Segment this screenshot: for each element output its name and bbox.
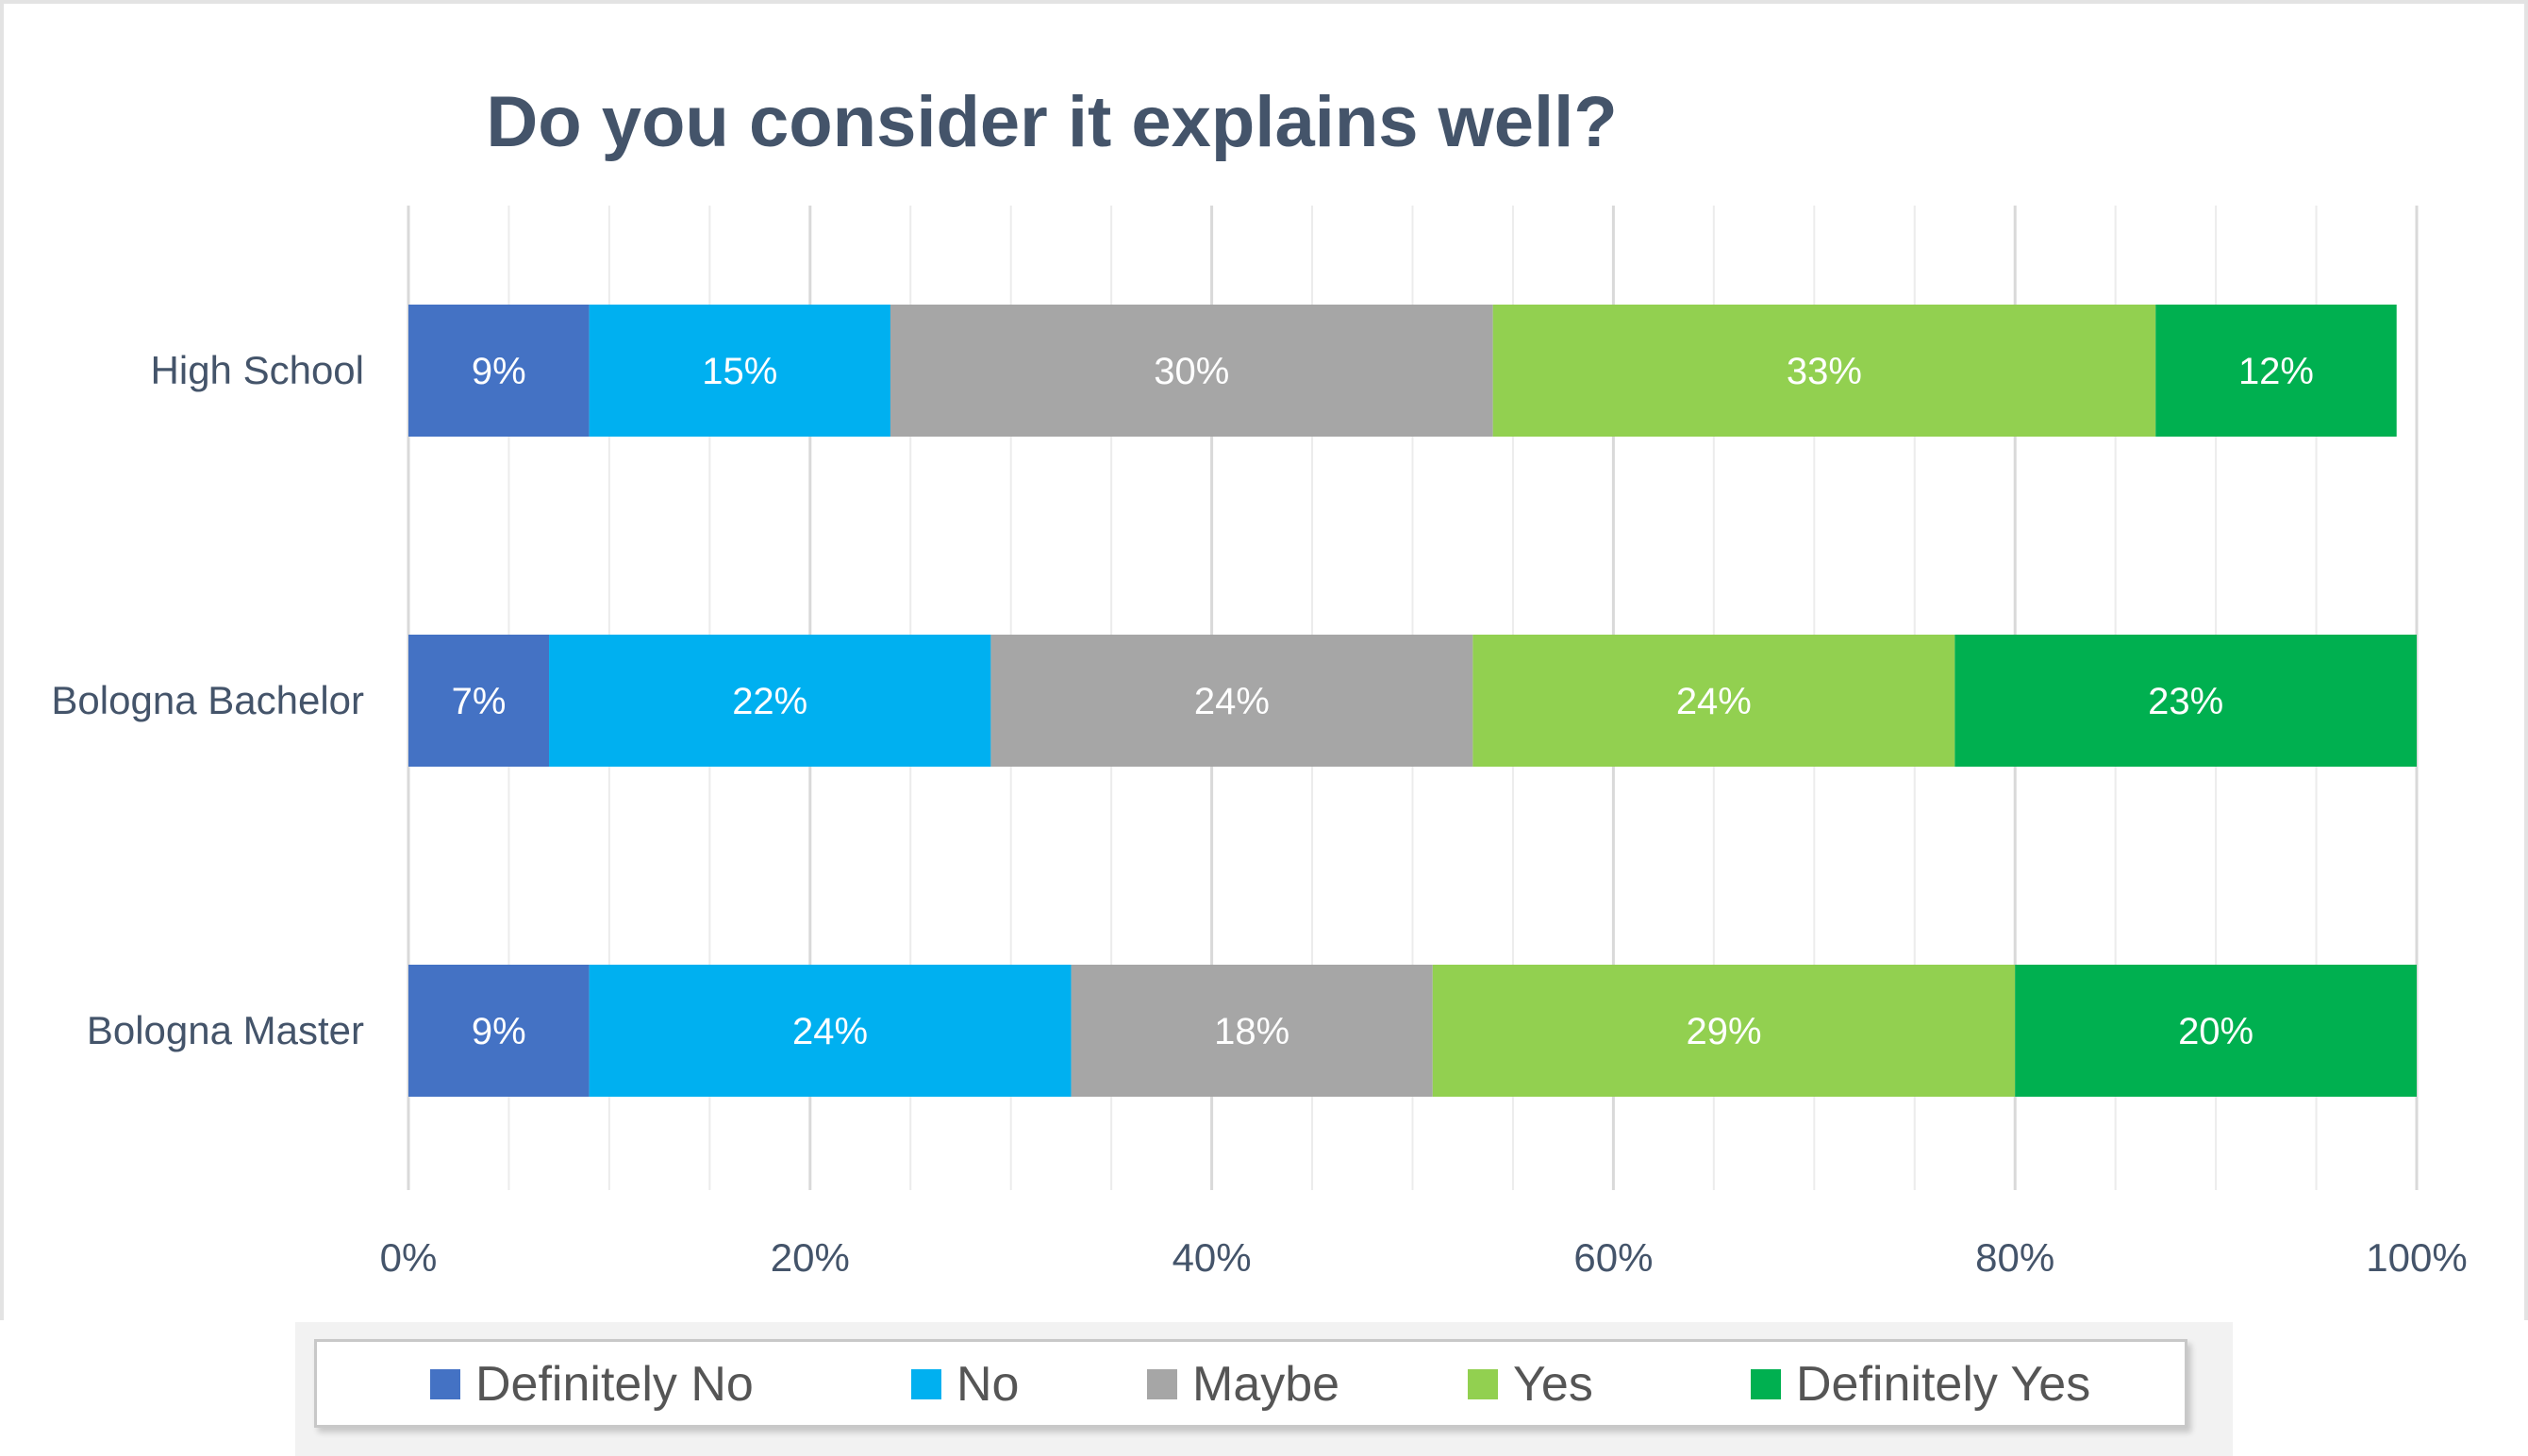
bar-segment xyxy=(1432,965,2016,1097)
bar-segment xyxy=(408,965,590,1097)
bar-segment xyxy=(589,305,890,437)
data-label: 15% xyxy=(702,351,777,392)
data-label: 18% xyxy=(1214,1011,1289,1052)
bar-segment xyxy=(990,635,1473,767)
legend-item: Definitely Yes xyxy=(1751,1360,2090,1409)
data-label: 24% xyxy=(792,1011,868,1052)
bar-segment xyxy=(2155,305,2397,437)
x-tick-label: 100% xyxy=(2366,1235,2467,1280)
category-label: Bologna Master xyxy=(87,1008,364,1052)
x-tick-label: 20% xyxy=(771,1235,850,1280)
bar-segment xyxy=(890,305,1493,437)
category-label: Bologna Bachelor xyxy=(51,678,364,722)
data-label: 24% xyxy=(1676,681,1752,722)
bar-segment xyxy=(589,965,1072,1097)
chart-title: Do you consider it explains well? xyxy=(486,82,1617,162)
bar-segment xyxy=(1954,635,2417,767)
bar-segment xyxy=(549,635,991,767)
legend-swatch xyxy=(1468,1369,1498,1399)
data-label: 9% xyxy=(472,351,526,392)
legend-item: No xyxy=(911,1360,1019,1409)
data-label: 29% xyxy=(1686,1011,1761,1052)
chart-plot: Do you consider it explains well? 9% 15% 30… xyxy=(51,82,2467,1280)
legend-label: Definitely No xyxy=(475,1357,754,1412)
bar-segment xyxy=(408,635,550,767)
legend: Definitely No No Maybe Yes Definitely Yes xyxy=(314,1339,2187,1428)
data-label: 12% xyxy=(2238,351,2314,392)
bar-segment xyxy=(1472,635,1955,767)
data-label: 23% xyxy=(2148,681,2223,722)
data-label: 33% xyxy=(1787,351,1862,392)
legend-label: Definitely Yes xyxy=(1796,1357,2091,1412)
bar-segment xyxy=(408,305,590,437)
data-label: 30% xyxy=(1154,351,1229,392)
category-label: High School xyxy=(151,348,364,392)
legend-item: Definitely No xyxy=(430,1360,754,1409)
data-label: 22% xyxy=(732,681,807,722)
legend-swatch xyxy=(911,1369,941,1399)
legend-swatch xyxy=(430,1369,460,1399)
bar-segment xyxy=(2015,965,2417,1097)
legend-swatch xyxy=(1147,1369,1177,1399)
legend-item: Maybe xyxy=(1147,1360,1339,1409)
legend-label: Yes xyxy=(1513,1357,1593,1412)
legend-swatch xyxy=(1751,1369,1781,1399)
legend-label: Maybe xyxy=(1192,1357,1340,1412)
data-label: 20% xyxy=(2178,1011,2254,1052)
data-label: 24% xyxy=(1194,681,1270,722)
x-tick-label: 80% xyxy=(1975,1235,2054,1280)
x-tick-label: 0% xyxy=(380,1235,438,1280)
data-label: 9% xyxy=(472,1011,526,1052)
legend-label: No xyxy=(956,1357,1020,1412)
x-tick-label: 40% xyxy=(1173,1235,1252,1280)
legend-item: Yes xyxy=(1468,1360,1593,1409)
bar-segment xyxy=(1071,965,1433,1097)
data-label: 7% xyxy=(452,681,507,722)
x-tick-label: 60% xyxy=(1573,1235,1653,1280)
bar-segment xyxy=(1492,305,2156,437)
legend-area: Definitely No No Maybe Yes Definitely Yes xyxy=(295,1322,2233,1456)
